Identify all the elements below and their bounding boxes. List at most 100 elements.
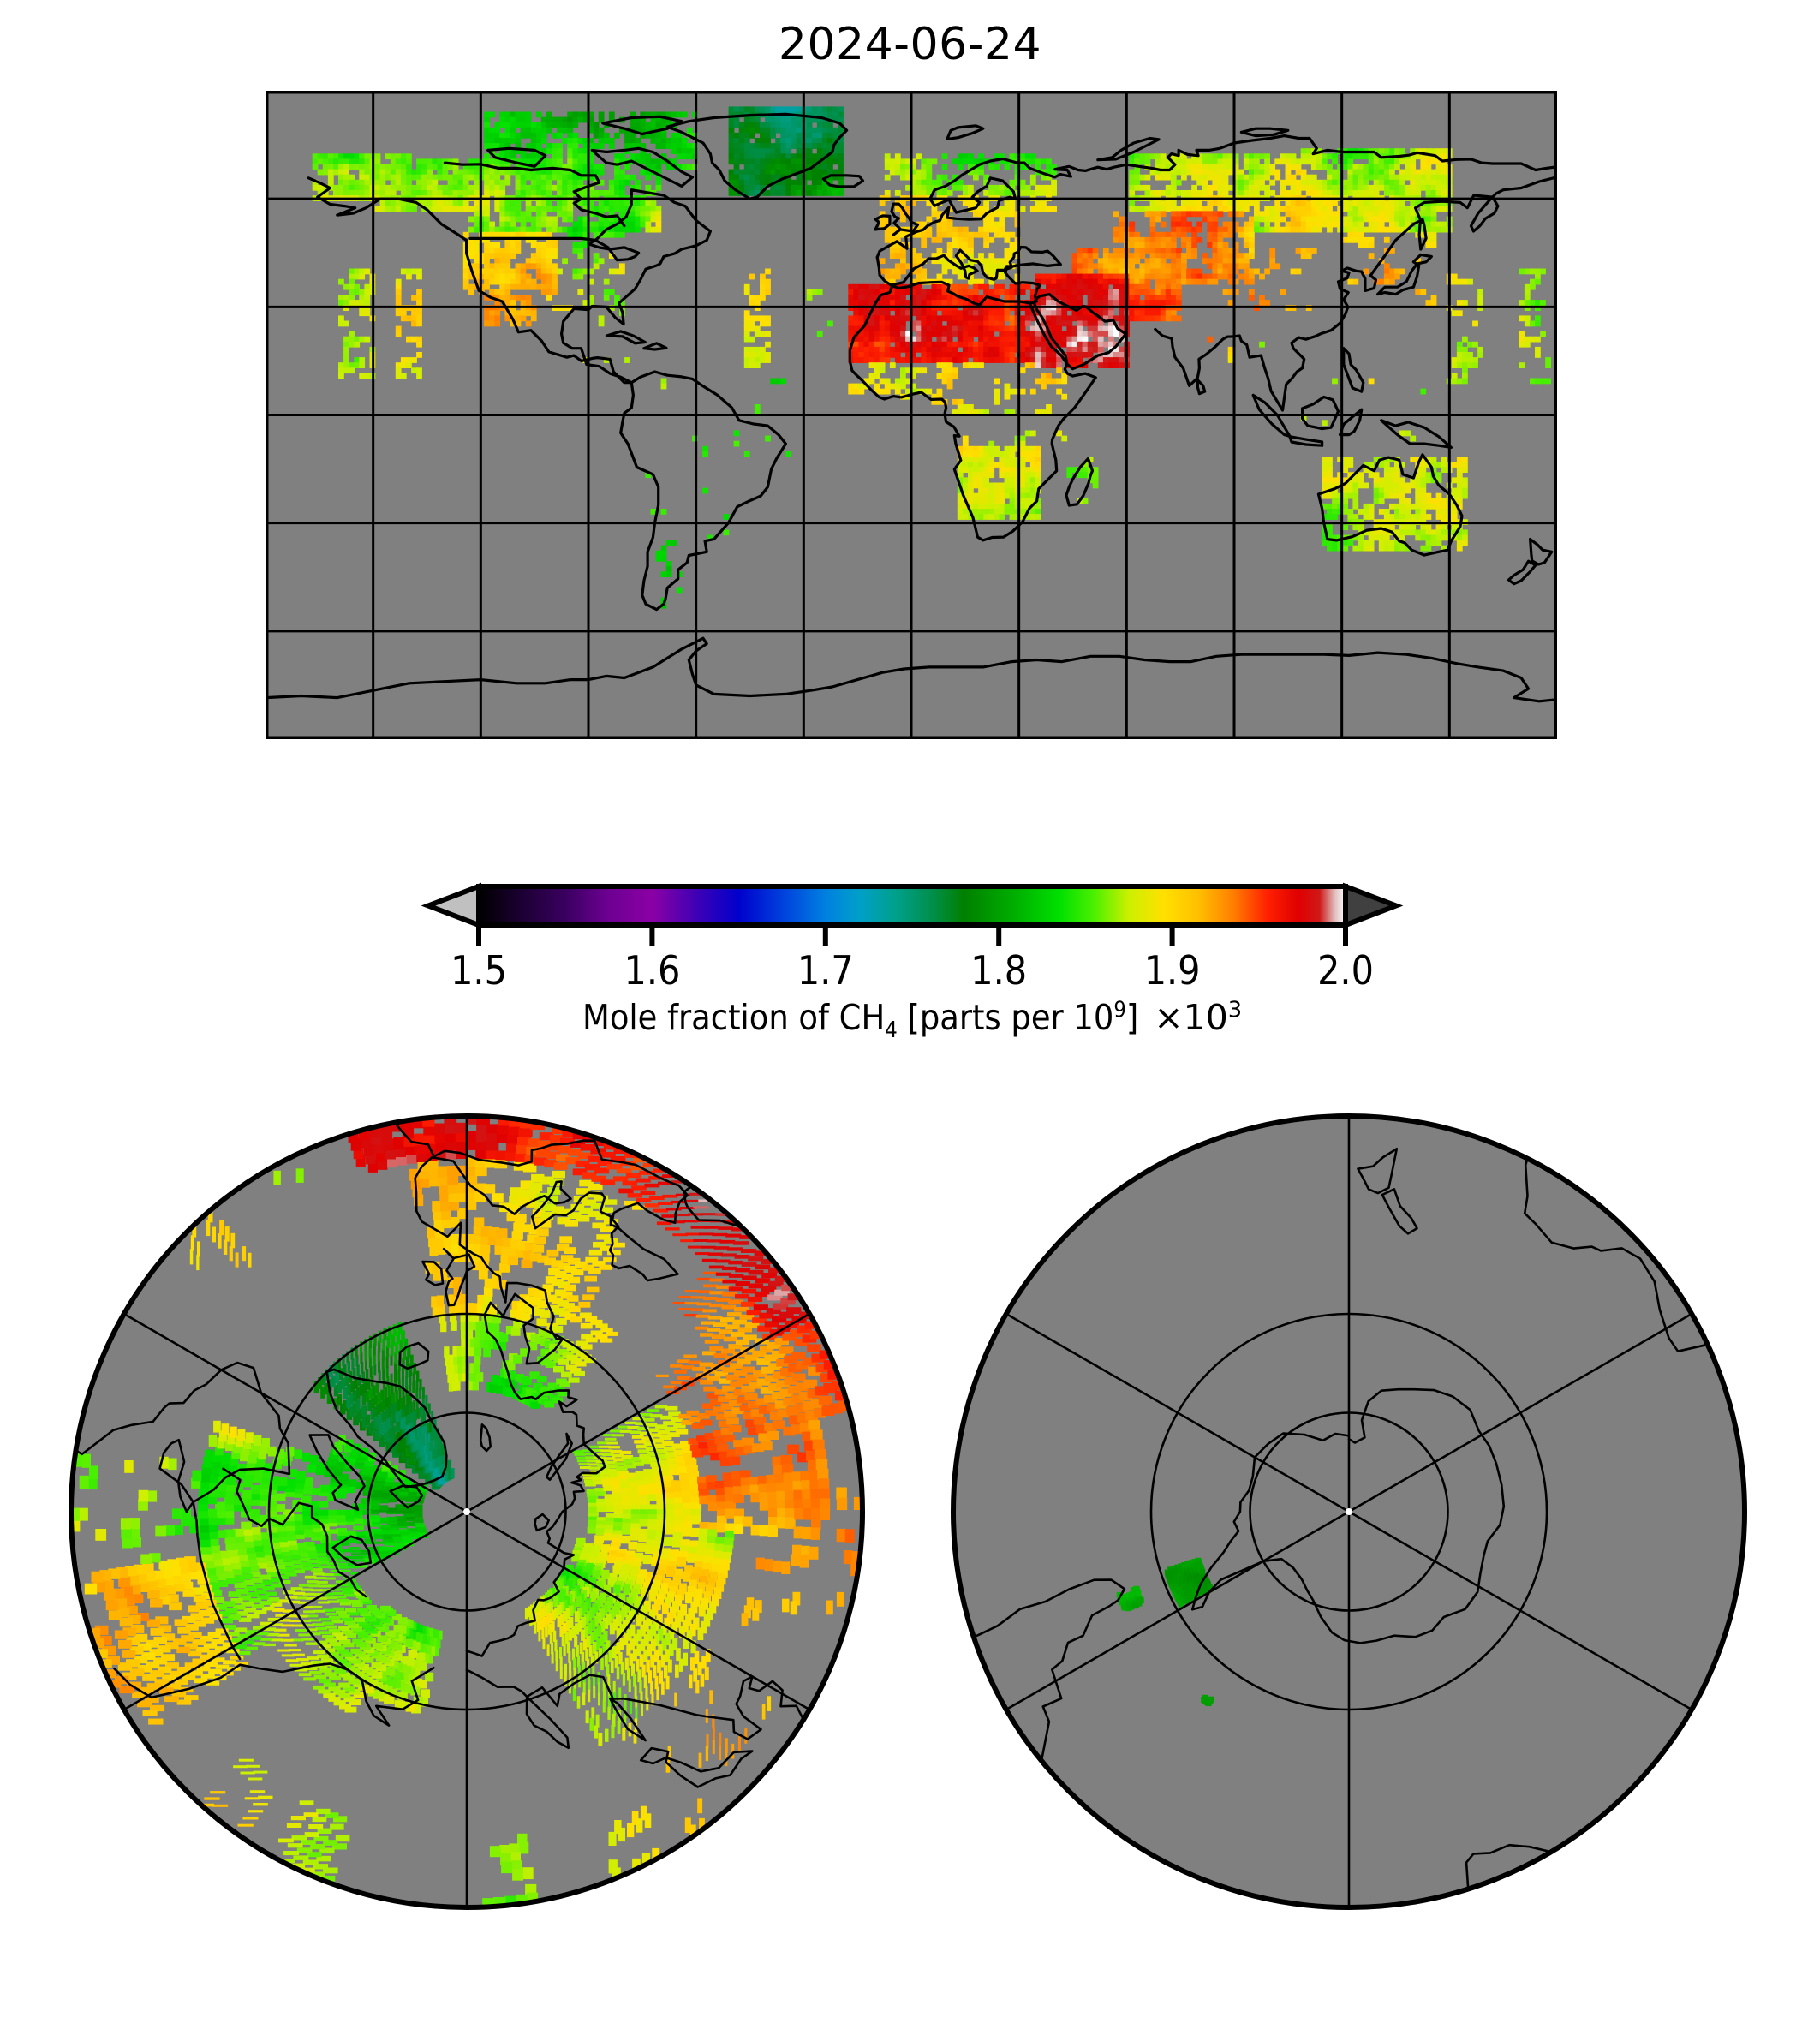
colorbar[interactable]: 1.5 1.6 1.7 1.8 1.9 2.0 Mole fraction of CH4 … — [420, 856, 1405, 1041]
coastline-novaya — [545, 1432, 573, 1481]
coastline-severnaya — [1239, 127, 1290, 138]
coastline-n_america — [71, 1361, 291, 1661]
coastline-japan — [1376, 253, 1433, 296]
colorbar-tick-label-0: 1.5 — [451, 947, 507, 994]
coastline-nz — [1357, 1148, 1399, 1195]
coastline-baffin — [308, 1434, 366, 1512]
global-map-panel[interactable] — [266, 91, 1557, 739]
global-map-svg — [266, 91, 1557, 739]
coastline-madagascar — [1065, 457, 1095, 507]
global-map-gridlines — [266, 91, 1557, 739]
colorbar-ticks — [476, 925, 1348, 946]
meridian-line — [1348, 1510, 1692, 1711]
coastline-hispaniola — [642, 342, 668, 351]
colorbar-tick-label-2: 1.7 — [797, 947, 854, 994]
coastline-indonesia — [1251, 393, 1292, 438]
meridian-line — [466, 1510, 810, 1711]
coastline-canada_n — [443, 161, 626, 228]
south-polar-panel[interactable] — [942, 1105, 1756, 1919]
coastline-nz2 — [1381, 1188, 1418, 1235]
south-polar-svg — [951, 1113, 1747, 1910]
north-polar-coastlines — [71, 1116, 819, 1788]
colorbar-under-arrow — [421, 882, 481, 929]
north-polar-boundary — [69, 1113, 865, 1910]
meridian-line — [466, 1312, 810, 1513]
global-map-coastlines — [266, 112, 1557, 703]
meridian-line — [123, 1312, 468, 1513]
coastline-java — [1288, 435, 1324, 447]
coastline-iceland — [821, 174, 865, 188]
coastline-antarctica — [266, 636, 1557, 703]
colorbar-svg — [421, 882, 1404, 946]
south-polar-data-layer — [1116, 1557, 1214, 1706]
north-polar-gridlines — [123, 1116, 810, 1907]
colorbar-tick-label-3: 1.8 — [970, 947, 1028, 994]
colorbar-tick-label-4: 1.9 — [1143, 947, 1201, 994]
coastline-eurasia_north — [875, 134, 1557, 259]
coastline-svalbard — [479, 1423, 492, 1453]
colorbar-tick-label-5: 2.0 — [1317, 947, 1374, 994]
coastline-severnaya — [534, 1513, 550, 1532]
coastline-iceland — [398, 1341, 430, 1370]
coastline-africa — [384, 1116, 680, 1187]
colorbar-tick-label-1: 1.6 — [624, 947, 681, 994]
coastline-australia — [1523, 1144, 1709, 1352]
coastline-africa — [1465, 1843, 1555, 1901]
ch4-subscript: 4 — [885, 1017, 898, 1043]
colorbar-offset-text: ×103 — [1154, 996, 1242, 1038]
north-polar-svg — [69, 1113, 865, 1910]
coastline-cuba — [605, 330, 647, 345]
coastline-victoria_is — [486, 146, 547, 168]
coastline-canada_n — [222, 1467, 367, 1598]
coastline-japan — [639, 1746, 754, 1788]
coastline-nz2 — [1507, 559, 1537, 586]
coastline-ellesmere — [389, 1484, 424, 1509]
coastline-sakhalin — [1417, 218, 1428, 251]
global-map-data-layer — [312, 106, 1551, 609]
south-polar-gridlines — [1005, 1116, 1692, 1907]
colorbar-label-text: Mole fraction of CH4 [parts per 109] — [582, 996, 1139, 1043]
south-pole-marker — [1346, 1508, 1352, 1515]
coastline-ireland — [421, 1260, 445, 1286]
coastline-antarctica — [1190, 1387, 1506, 1644]
coastline-britain — [442, 1247, 476, 1307]
coastline-s_america — [972, 1578, 1126, 1762]
coastline-india — [465, 1668, 819, 1750]
colorbar-over-arrow — [1343, 882, 1404, 929]
coastline-greenland — [325, 1368, 448, 1489]
coastline-australia — [1316, 453, 1464, 557]
coastline-srilanka — [1196, 379, 1207, 396]
coastline-eurasia_north — [415, 1209, 606, 1657]
coastline-novaya — [1096, 136, 1161, 162]
coastline-baffin — [590, 146, 695, 188]
coastline-png — [1380, 419, 1453, 449]
coastline-arabia — [1032, 293, 1128, 371]
meridian-line — [1005, 1312, 1350, 1513]
coastline-eurasia_west — [875, 245, 1062, 305]
south-polar-coastlines — [972, 1144, 1709, 1901]
coastline-britain — [890, 202, 920, 236]
colorbar-gradient — [476, 884, 1348, 928]
meridian-line — [1348, 1312, 1692, 1513]
north-polar-data-layer — [71, 1116, 862, 1907]
coastline-eurasia_west — [414, 1155, 689, 1282]
coastline-svalbard — [946, 124, 985, 140]
south-polar-boundary — [951, 1113, 1747, 1910]
colorbar-axis-label: Mole fraction of CH4 [parts per 109] ×103 — [420, 996, 1405, 1043]
coastline-ellesmere — [601, 115, 683, 136]
coastline-n_america — [307, 176, 712, 385]
coastline-s_america — [619, 370, 787, 612]
meridian-line — [1005, 1510, 1350, 1711]
coastline-philippines — [1342, 347, 1365, 393]
north-pole-marker — [463, 1508, 470, 1515]
coastline-africa — [848, 280, 1097, 542]
offset-exponent: 3 — [1227, 996, 1242, 1023]
meridian-line — [123, 1510, 468, 1711]
coastline-ireland — [874, 214, 892, 231]
north-polar-panel[interactable] — [60, 1105, 874, 1919]
page-title: 2024-06-24 — [778, 19, 1042, 70]
coastline-borneo — [1301, 395, 1340, 431]
coastline-victoria_is — [331, 1535, 373, 1566]
coastline-sakhalin — [609, 1697, 647, 1742]
